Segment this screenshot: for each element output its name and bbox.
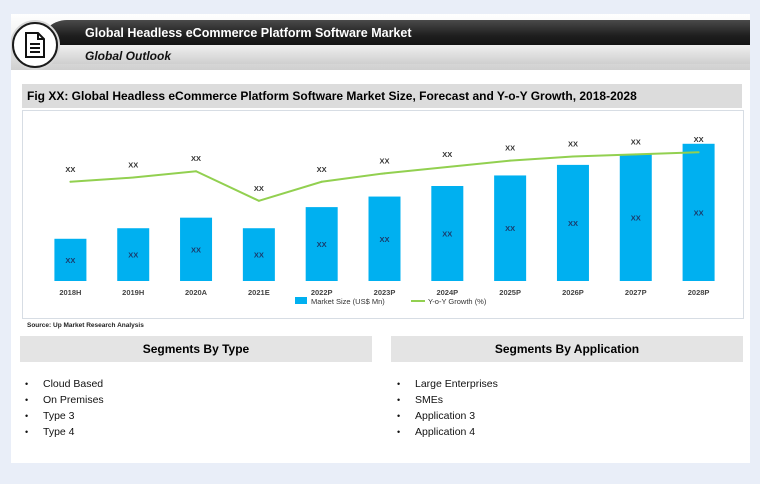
x-tick-label: 2022P (311, 288, 333, 297)
x-tick-label: 2019H (122, 288, 144, 297)
growth-data-label: XX (317, 165, 327, 174)
x-tick-label: 2027P (625, 288, 647, 297)
bar-data-label: XX (191, 245, 201, 254)
growth-point (69, 180, 72, 183)
figure-title-bar: Fig XX: Global Headless eCommerce Platfo… (22, 84, 742, 108)
bar-2020A (180, 217, 213, 281)
bar-data-label: XX (694, 208, 704, 217)
x-tick-label: 2025P (499, 288, 521, 297)
bar-data-label: XX (379, 235, 389, 244)
bar-data-label: XX (128, 251, 138, 260)
bar-data-label: XX (317, 240, 327, 249)
bar-data-label: XX (631, 214, 641, 223)
bar-2025P (494, 175, 527, 281)
growth-point (509, 159, 512, 162)
growth-data-label: XX (128, 161, 138, 170)
bar-2023P (368, 196, 401, 281)
x-tick-label: 2024P (436, 288, 458, 297)
list-item: Type 4 (25, 424, 104, 440)
growth-point (383, 172, 386, 175)
bar-data-label: XX (568, 219, 578, 228)
figure-title: Fig XX: Global Headless eCommerce Platfo… (27, 89, 637, 103)
list-item: SMEs (397, 392, 498, 408)
growth-data-label: XX (694, 135, 704, 144)
list-item: On Premises (25, 392, 104, 408)
list-item: Application 4 (397, 424, 498, 440)
legend-bar-swatch (295, 297, 307, 304)
bar-data-label: XX (254, 251, 264, 260)
growth-data-label: XX (254, 184, 264, 193)
bar-data-label: XX (505, 224, 515, 233)
bar-2021E (242, 228, 275, 281)
growth-point (697, 151, 700, 154)
list-item: Cloud Based (25, 376, 104, 392)
growth-data-label: XX (379, 156, 389, 165)
x-tick-label: 2018H (59, 288, 81, 297)
growth-data-label: XX (505, 144, 515, 153)
list-item: Type 3 (25, 408, 104, 424)
x-tick-label: 2020A (185, 288, 208, 297)
segments-by-type-list: Cloud Based On Premises Type 3 Type 4 (25, 376, 104, 440)
x-tick-label: 2026P (562, 288, 584, 297)
list-item: Large Enterprises (397, 376, 498, 392)
bar-2026P (556, 164, 589, 281)
segments-by-type-heading: Segments By Type (20, 336, 372, 362)
source-note: Source: Up Market Research Analysis (27, 322, 144, 329)
growth-point (446, 166, 449, 168)
bar-2027P (619, 154, 652, 281)
x-tick-label: 2021E (248, 288, 270, 297)
bar-2028P (682, 143, 715, 281)
growth-point (320, 180, 323, 183)
growth-data-label: XX (442, 150, 452, 159)
header-band (39, 20, 750, 64)
segments-by-application-list: Large Enterprises SMEs Application 3 App… (397, 376, 498, 440)
page-title: Global Headless eCommerce Platform Softw… (85, 26, 412, 40)
document-icon (12, 22, 58, 68)
growth-point (571, 155, 574, 158)
bar-data-label: XX (65, 256, 75, 265)
legend-bar-label: Market Size (US$ Mn) (311, 297, 385, 306)
x-tick-label: 2028P (688, 288, 710, 297)
growth-point (195, 170, 198, 173)
x-tick-label: 2023P (374, 288, 396, 297)
market-chart: XX 2018H XX 2019H XX 2020A XX 2021E XX 2022P XX 202… (54, 135, 715, 306)
growth-point (132, 176, 135, 179)
growth-data-label: XX (65, 165, 75, 174)
bar-2024P (431, 186, 464, 281)
segments-by-application-heading: Segments By Application (391, 336, 743, 362)
chart-frame: XX 2018H XX 2019H XX 2020A XX 2021E XX 2022P XX 202… (22, 110, 744, 319)
page-subtitle: Global Outlook (85, 49, 171, 63)
legend-line-label: Y-o-Y Growth (%) (428, 297, 487, 306)
bar-2022P (305, 207, 338, 281)
growth-point (257, 199, 260, 202)
bar-2019H (117, 228, 150, 281)
report-header: Global Headless eCommerce Platform Softw… (11, 14, 750, 70)
bar-data-label: XX (442, 230, 452, 239)
bar-2018H (54, 238, 87, 281)
growth-data-label: XX (631, 137, 641, 146)
growth-point (634, 153, 637, 156)
growth-data-label: XX (191, 154, 201, 163)
list-item: Application 3 (397, 408, 498, 424)
report-card: Global Headless eCommerce Platform Softw… (11, 14, 750, 463)
growth-data-label: XX (568, 139, 578, 148)
